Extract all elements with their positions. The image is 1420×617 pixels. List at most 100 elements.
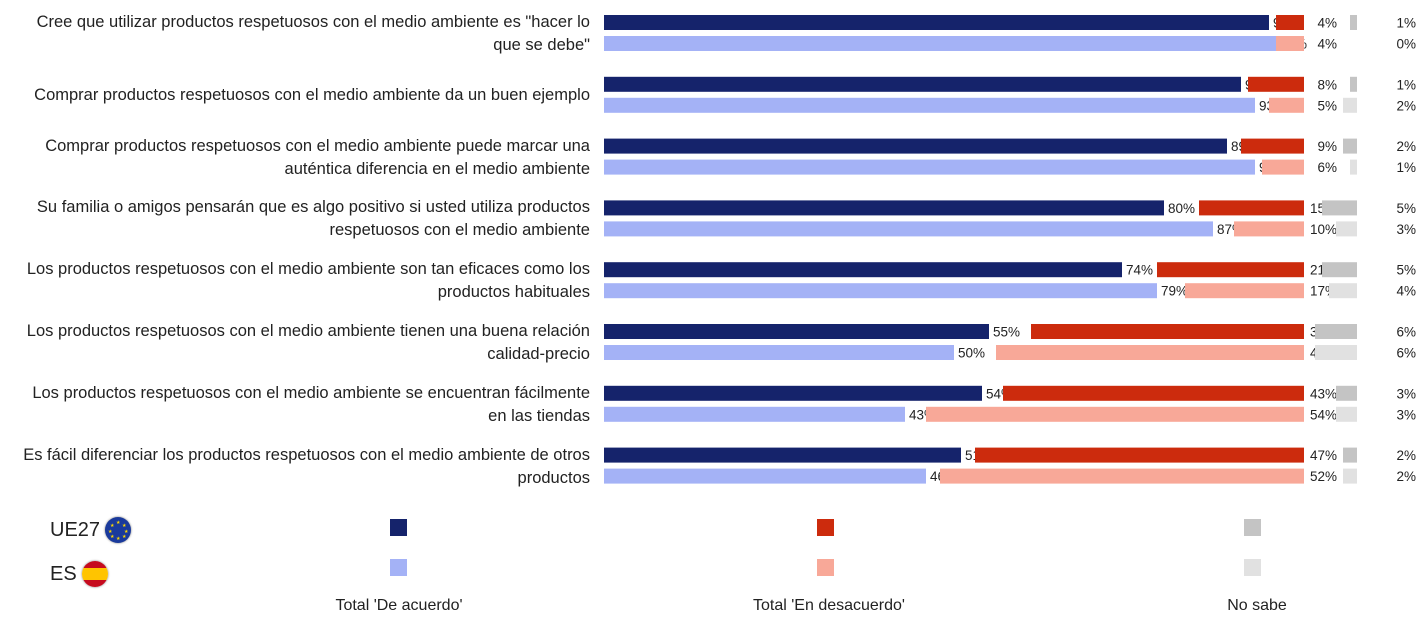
value-dk-es: 3% (1396, 222, 1416, 237)
value-disagree-eu: 47% (1310, 448, 1337, 463)
value-dk-eu: 6% (1396, 325, 1416, 340)
category-label-line: Los productos respetuosos con el medio a… (26, 260, 590, 279)
value-dk-es: 0% (1396, 37, 1416, 52)
bar-disagree-es (996, 345, 1304, 360)
legend-swatch-eu-agree (390, 519, 407, 536)
bar-agree-eu (604, 76, 1241, 92)
value-dk-eu: 1% (1396, 16, 1416, 31)
legend-es: ES (50, 561, 108, 587)
bar-dk-eu (1322, 262, 1357, 278)
bar-agree-es (604, 345, 954, 360)
value-disagree-es: 10% (1310, 222, 1337, 237)
bar-disagree-eu (1157, 262, 1304, 278)
bar-agree-es (604, 97, 1255, 113)
bar-agree-eu (604, 447, 961, 463)
value-dk-es: 3% (1396, 407, 1416, 422)
bar-dk-eu (1343, 138, 1357, 154)
legend-disagree-label: Total 'En desacuerdo' (753, 597, 905, 614)
value-disagree-eu: 9% (1317, 139, 1337, 154)
value-dk-es: 1% (1396, 160, 1416, 175)
legend-eu-label: UE27 (50, 518, 101, 541)
bar-dk-es (1343, 468, 1357, 484)
value-disagree-es: 52% (1310, 469, 1337, 484)
bar-disagree-eu (1031, 324, 1304, 339)
category-label-line: Comprar productos respetuosos con el med… (34, 86, 590, 105)
value-dk-eu: 3% (1396, 386, 1416, 401)
bar-agree-es (604, 283, 1157, 299)
category-label-line: productos habituales (437, 283, 590, 302)
bar-agree-eu (604, 262, 1122, 278)
bar-disagree-es (1262, 159, 1304, 175)
bar-dk-eu (1322, 200, 1357, 216)
category-label: Los productos respetuosos con el medio a… (0, 320, 590, 366)
bar-disagree-eu (975, 447, 1304, 463)
bar-agree-es (604, 406, 905, 422)
bar-dk-eu (1343, 447, 1357, 463)
category-label: Cree que utilizar productos respetuosos … (0, 11, 590, 57)
value-dk-es: 2% (1396, 98, 1416, 113)
value-disagree-es: 5% (1317, 98, 1337, 113)
legend-agree-label: Total 'De acuerdo' (335, 597, 463, 614)
eu-flag-icon: ★ ★ ★ ★ ★ ★ ★ ★ (105, 517, 132, 543)
bar-disagree-es (1276, 36, 1304, 51)
bar-agree-es (604, 36, 1276, 51)
value-disagree-es: 6% (1317, 160, 1337, 175)
bar-disagree-eu (1003, 385, 1304, 401)
bar-agree-es (604, 159, 1255, 175)
category-label-line: Los productos respetuosos con el medio a… (32, 383, 590, 402)
bar-dk-es (1329, 283, 1357, 299)
bar-agree-es (604, 221, 1213, 237)
category-label-line: auténtica diferencia en el medio ambient… (284, 159, 590, 178)
bar-dk-es (1336, 221, 1357, 237)
value-dk-es: 4% (1396, 284, 1416, 299)
bar-disagree-eu (1199, 200, 1304, 216)
bar-dk-eu (1350, 76, 1357, 92)
value-disagree-eu: 4% (1317, 16, 1337, 31)
category-label-line: respetuosos con el medio ambiente (329, 221, 591, 240)
bar-disagree-es (1185, 283, 1304, 299)
category-label-line: que se debe" (493, 36, 590, 54)
legend-eu: UE27 ★ ★ ★ ★ ★ ★ ★ ★ (50, 517, 132, 543)
legend-swatch-es-agree (390, 559, 407, 576)
bar-dk-es (1315, 345, 1357, 360)
value-dk-es: 6% (1396, 346, 1416, 361)
bar-disagree-es (926, 406, 1304, 422)
category-label: Su familia o amigos pensarán que es algo… (0, 196, 590, 242)
bar-dk-eu (1315, 324, 1357, 339)
value-agree-eu: 74% (1126, 263, 1153, 278)
value-agree-es: 79% (1161, 284, 1188, 299)
bar-dk-eu (1336, 385, 1357, 401)
bar-agree-eu (604, 200, 1164, 216)
bar-disagree-es (1269, 97, 1304, 113)
value-dk-eu: 5% (1396, 263, 1416, 278)
category-label: Comprar productos respetuosos con el med… (0, 84, 590, 107)
category-label: Comprar productos respetuosos con el med… (0, 135, 590, 181)
bar-dk-es (1336, 406, 1357, 422)
bar-agree-eu (604, 15, 1269, 30)
legend-swatch-eu-disagree (817, 519, 834, 536)
bar-disagree-es (1234, 221, 1304, 237)
bar-dk-eu (1350, 15, 1357, 30)
value-agree-eu: 55% (993, 325, 1020, 340)
value-dk-es: 2% (1396, 469, 1416, 484)
category-label-line: Es fácil diferenciar los productos respe… (23, 445, 590, 464)
value-dk-eu: 2% (1396, 139, 1416, 154)
legend-swatch-eu-dk (1244, 519, 1261, 536)
category-label: Es fácil diferenciar los productos respe… (0, 444, 590, 490)
category-label-line: Cree que utilizar productos respetuosos … (36, 13, 590, 31)
value-agree-es: 50% (958, 346, 985, 361)
es-flag-icon (81, 561, 108, 587)
bar-agree-eu (604, 138, 1227, 154)
bar-disagree-eu (1276, 15, 1304, 30)
legend-swatch-es-disagree (817, 559, 834, 576)
value-disagree-es: 4% (1317, 37, 1337, 52)
bar-disagree-es (940, 468, 1304, 484)
category-label-line: Comprar productos respetuosos con el med… (45, 136, 590, 155)
category-label-line: productos (517, 468, 590, 487)
category-label-line: en las tiendas (488, 406, 590, 425)
legend-dk-label: No sabe (1227, 597, 1287, 614)
bar-disagree-eu (1241, 138, 1304, 154)
category-label-line: Los productos respetuosos con el medio a… (26, 322, 590, 340)
legend-swatch-es-dk (1244, 559, 1261, 576)
